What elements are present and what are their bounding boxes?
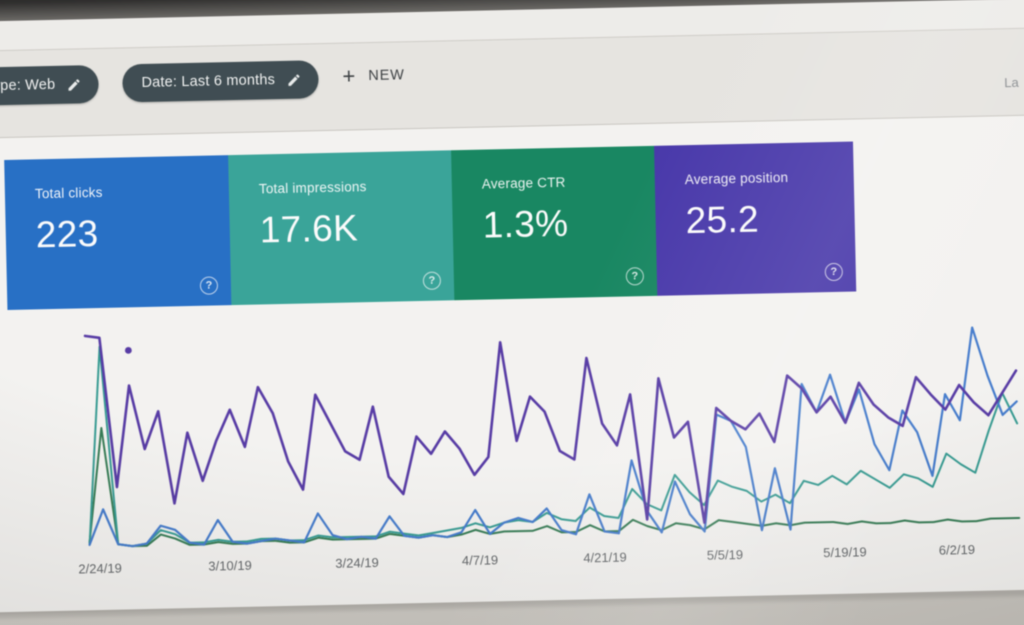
card-label: Average CTR xyxy=(481,174,566,192)
card-value: 25.2 xyxy=(685,198,760,242)
card-value: 17.6K xyxy=(259,207,359,251)
new-filter-button[interactable]: + NEW xyxy=(342,63,405,89)
x-axis-label: 3/10/19 xyxy=(208,557,252,574)
card-value: 1.3% xyxy=(482,202,569,246)
x-axis-label: 3/24/19 xyxy=(335,554,379,571)
card-label: Total impressions xyxy=(258,179,367,197)
series-average-position xyxy=(83,334,1018,524)
x-axis-label: 4/7/19 xyxy=(461,552,499,569)
last-updated-partial-text: La xyxy=(1004,74,1019,91)
filter-chip-date-range[interactable]: Date: Last 6 months xyxy=(122,60,319,103)
x-axis-label: 5/5/19 xyxy=(706,547,744,563)
card-label: Average position xyxy=(684,169,789,188)
new-filter-label: NEW xyxy=(368,67,405,85)
performance-line-chart[interactable] xyxy=(83,301,1021,557)
pencil-icon[interactable] xyxy=(286,72,301,87)
card-total-impressions[interactable]: Total impressions 17.6K ? xyxy=(228,150,455,306)
card-average-ctr[interactable]: Average CTR 1.3% ? xyxy=(451,145,658,301)
series-average-ctr xyxy=(88,426,1021,548)
x-axis-label: 5/19/19 xyxy=(823,544,867,561)
filter-chip-label: type: Web xyxy=(0,76,56,95)
help-icon[interactable]: ? xyxy=(625,267,645,286)
card-average-position[interactable]: Average position 25.2 ? xyxy=(654,141,857,296)
isolated-data-point xyxy=(124,346,132,354)
x-axis-label: 4/21/19 xyxy=(583,549,627,566)
x-axis-label: 2/24/19 xyxy=(78,560,122,577)
card-total-clicks[interactable]: Total clicks 223 ? xyxy=(4,155,232,311)
filter-chip-search-type[interactable]: type: Web xyxy=(0,64,99,106)
filter-chip-label: Date: Last 6 months xyxy=(141,72,276,92)
series-total-impressions xyxy=(88,345,1019,548)
help-icon[interactable]: ? xyxy=(824,262,844,282)
help-icon[interactable]: ? xyxy=(199,276,219,295)
filter-bar: type: Web Date: Last 6 months + NEW La xyxy=(0,28,1024,140)
plus-icon: + xyxy=(342,63,356,89)
performance-panel: Total clicks 223 ? Total impressions 17.… xyxy=(0,115,1024,615)
series-total-clicks xyxy=(88,326,1018,548)
metric-cards-row: Total clicks 223 ? Total impressions 17.… xyxy=(4,141,857,311)
help-icon[interactable]: ? xyxy=(422,271,442,290)
card-value: 223 xyxy=(35,213,99,256)
chart-canvas[interactable] xyxy=(83,301,1021,557)
x-axis-label: 6/2/19 xyxy=(938,541,976,558)
pencil-icon[interactable] xyxy=(66,77,81,92)
card-label: Total clicks xyxy=(34,184,103,202)
